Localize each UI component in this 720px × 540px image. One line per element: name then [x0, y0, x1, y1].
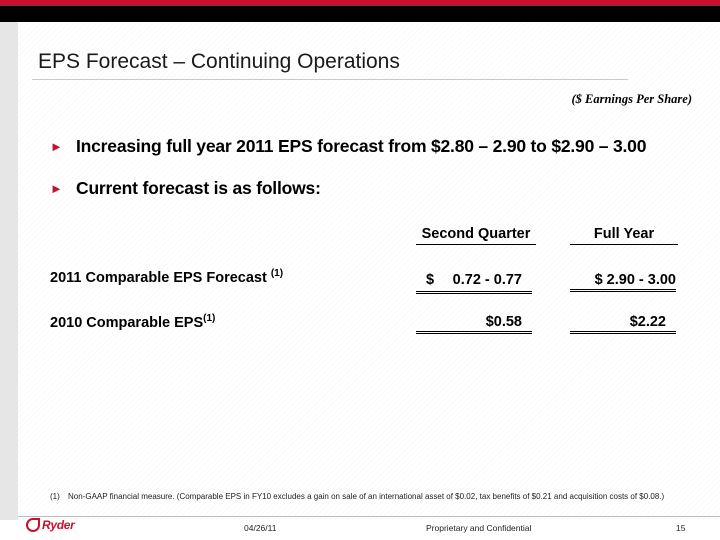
- top-header-bar: [0, 6, 720, 22]
- bullet-text: Increasing full year 2011 EPS forecast f…: [76, 136, 647, 156]
- cell-value: $0.58: [485, 314, 522, 330]
- left-margin-stripe: [0, 22, 18, 520]
- footnote-ref: (1): [270, 268, 284, 279]
- cell-2010-second-quarter: $0.58: [416, 314, 532, 334]
- footer-date: 04/26/11: [244, 523, 277, 533]
- cell-2011-full-year: $ 2.90 - 3.00: [570, 272, 676, 292]
- slide-title: EPS Forecast – Continuing Operations: [38, 50, 400, 73]
- currency-symbol: $: [426, 272, 435, 288]
- footnote-ref: (1): [203, 313, 216, 324]
- cell-value: 0.72 - 0.77: [452, 272, 522, 288]
- row-label-text: 2010 Comparable EPS: [50, 314, 204, 331]
- footnote-text: Non-GAAP financial measure. (Comparable …: [68, 492, 665, 501]
- bullet-forecast-increase: ► Increasing full year 2011 EPS forecast…: [50, 136, 646, 157]
- bullet-text: Current forecast is as follows:: [76, 178, 321, 198]
- column-header-second-quarter: Second Quarter: [416, 226, 536, 245]
- title-divider: [32, 79, 628, 80]
- page-number: 15: [676, 523, 686, 533]
- triangle-right-icon: ►: [50, 181, 63, 196]
- top-accent-bar: [0, 0, 720, 6]
- cell-value: $2.22: [629, 314, 666, 330]
- units-note: ($ Earnings Per Share): [571, 92, 692, 106]
- cell-2011-second-quarter: $ 0.72 - 0.77: [416, 272, 532, 294]
- logo-wordmark: Ryder: [42, 518, 75, 532]
- ryder-logo-icon: Ryder: [26, 518, 75, 532]
- column-header-full-year: Full Year: [570, 226, 678, 245]
- logo-mark: [26, 518, 40, 532]
- cell-value: $ 2.90 - 3.00: [594, 272, 676, 288]
- slide-body: [18, 22, 720, 520]
- row-label-2010-actual: 2010 Comparable EPS(1): [50, 313, 215, 331]
- footnote: (1) Non-GAAP financial measure. (Comparab…: [50, 492, 664, 501]
- row-label-2011-forecast: 2011 Comparable EPS Forecast (1): [50, 268, 283, 286]
- footer-confidential: Proprietary and Confidential: [426, 523, 532, 533]
- footer-divider: [18, 516, 720, 517]
- bullet-current-forecast: ► Current forecast is as follows:: [50, 178, 321, 199]
- cell-2010-full-year: $2.22: [570, 314, 676, 334]
- row-label-text: 2011 Comparable EPS Forecast: [50, 269, 271, 286]
- footnote-number: (1): [50, 492, 60, 501]
- triangle-right-icon: ►: [50, 139, 63, 154]
